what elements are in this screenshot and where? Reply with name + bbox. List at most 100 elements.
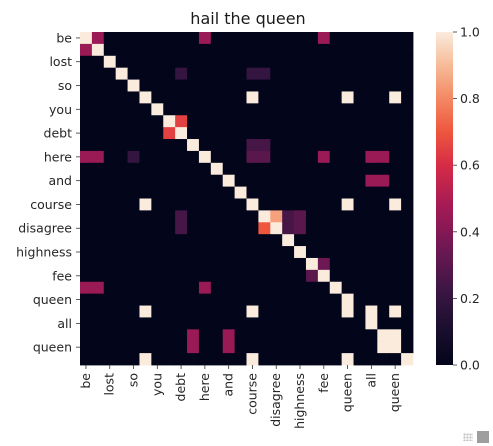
heatmap-cell bbox=[329, 269, 343, 283]
heatmap-cell bbox=[187, 305, 200, 318]
colorbar-tick-label: 0.0 bbox=[460, 358, 480, 373]
heatmap-cell bbox=[305, 174, 319, 188]
heatmap-cell bbox=[139, 329, 152, 342]
heatmap-cell bbox=[175, 186, 188, 199]
heatmap-cell bbox=[341, 162, 354, 176]
heatmap-cell bbox=[234, 281, 247, 295]
heatmap-cell bbox=[246, 269, 259, 283]
heatmap-cell bbox=[151, 91, 164, 104]
heatmap-cell bbox=[151, 234, 164, 247]
heatmap-cell bbox=[151, 32, 164, 45]
heatmap-cell bbox=[282, 43, 295, 57]
heatmap-cell bbox=[80, 234, 93, 247]
heatmap-cell bbox=[151, 281, 164, 295]
heatmap-cell bbox=[115, 269, 128, 283]
heatmap-cell bbox=[222, 269, 236, 283]
heatmap-cell bbox=[139, 150, 152, 164]
x-tick-label: you bbox=[149, 373, 164, 396]
heatmap-cell bbox=[377, 91, 390, 104]
heatmap-cell bbox=[175, 55, 188, 69]
heatmap-cell bbox=[305, 150, 319, 164]
heatmap-cell bbox=[198, 103, 212, 116]
heatmap-cell bbox=[282, 222, 295, 235]
heatmap-cell bbox=[389, 198, 402, 211]
heatmap-cell bbox=[139, 353, 152, 366]
heatmap-cell bbox=[305, 67, 319, 80]
heatmap-cell bbox=[377, 269, 390, 283]
heatmap-cell bbox=[389, 115, 402, 128]
heatmap-cell bbox=[198, 79, 212, 92]
heatmap-cell bbox=[91, 103, 105, 116]
heatmap-cell bbox=[222, 79, 236, 92]
heatmap-cell bbox=[210, 139, 224, 152]
heatmap-cell bbox=[282, 150, 295, 164]
heatmap-cell bbox=[175, 222, 188, 235]
heatmap-cell bbox=[365, 174, 378, 188]
heatmap-cell bbox=[341, 257, 354, 271]
heatmap-cell bbox=[198, 186, 212, 199]
heatmap-cell bbox=[127, 281, 140, 295]
heatmap-cell bbox=[270, 139, 283, 152]
heatmap-cell bbox=[234, 305, 247, 318]
heatmap-cell bbox=[127, 127, 140, 140]
heatmap-cell bbox=[401, 43, 414, 57]
heatmap-cell bbox=[294, 103, 307, 116]
heatmap-cell bbox=[270, 341, 283, 354]
window-resize-grip-icon[interactable] bbox=[463, 431, 489, 443]
heatmap-cell bbox=[365, 103, 378, 116]
heatmap-cell bbox=[127, 55, 140, 69]
heatmap-cell bbox=[246, 210, 259, 223]
heatmap-cell bbox=[305, 353, 319, 366]
heatmap-cell bbox=[294, 127, 307, 140]
heatmap-cell bbox=[389, 91, 402, 104]
heatmap-cell bbox=[234, 150, 247, 164]
heatmap-cell bbox=[163, 210, 176, 223]
heatmap-cell bbox=[258, 79, 271, 92]
heatmap-cell bbox=[175, 305, 188, 318]
heatmap-cell bbox=[151, 317, 164, 330]
heatmap-cell bbox=[175, 281, 188, 295]
heatmap-cell bbox=[115, 115, 128, 128]
heatmap-cell bbox=[163, 198, 176, 211]
heatmap-cell bbox=[341, 150, 354, 164]
heatmap-cell bbox=[305, 281, 319, 295]
heatmap-cell bbox=[187, 150, 200, 164]
heatmap-cell bbox=[80, 329, 93, 342]
heatmap-cell bbox=[163, 317, 176, 330]
heatmap-cell bbox=[317, 174, 331, 188]
heatmap-cell bbox=[401, 150, 414, 164]
heatmap-cell bbox=[163, 293, 176, 306]
heatmap-cell bbox=[127, 115, 140, 128]
heatmap-cell bbox=[305, 341, 319, 354]
heatmap-cell bbox=[198, 281, 212, 295]
heatmap-cell bbox=[210, 269, 224, 283]
heatmap-cell bbox=[187, 43, 200, 57]
heatmap-cell bbox=[151, 222, 164, 235]
heatmap-cell bbox=[210, 317, 224, 330]
heatmap-cell bbox=[329, 150, 343, 164]
heatmap-cell bbox=[282, 139, 295, 152]
heatmap-cell bbox=[377, 198, 390, 211]
heatmap-cell bbox=[175, 139, 188, 152]
heatmap-cell bbox=[115, 305, 128, 318]
heatmap-cell bbox=[317, 127, 331, 140]
heatmap-cell bbox=[365, 257, 378, 271]
grip-square-icon bbox=[477, 431, 489, 443]
heatmap-cell bbox=[329, 281, 343, 295]
heatmap-cell bbox=[246, 186, 259, 199]
heatmap-cell bbox=[389, 305, 402, 318]
heatmap-cell bbox=[115, 198, 128, 211]
heatmap-cell bbox=[91, 186, 105, 199]
heatmap-cell bbox=[401, 305, 414, 318]
heatmap-cell bbox=[246, 103, 259, 116]
heatmap-cell bbox=[91, 281, 105, 295]
heatmap-cell bbox=[258, 329, 271, 342]
heatmap-cell bbox=[258, 91, 271, 104]
heatmap-cell bbox=[294, 150, 307, 164]
y-tick-label: disagree bbox=[18, 221, 72, 236]
heatmap-cell bbox=[270, 79, 283, 92]
heatmap-cell bbox=[234, 103, 247, 116]
heatmap-cell bbox=[294, 329, 307, 342]
heatmap-cell bbox=[282, 317, 295, 330]
heatmap-cell bbox=[234, 139, 247, 152]
